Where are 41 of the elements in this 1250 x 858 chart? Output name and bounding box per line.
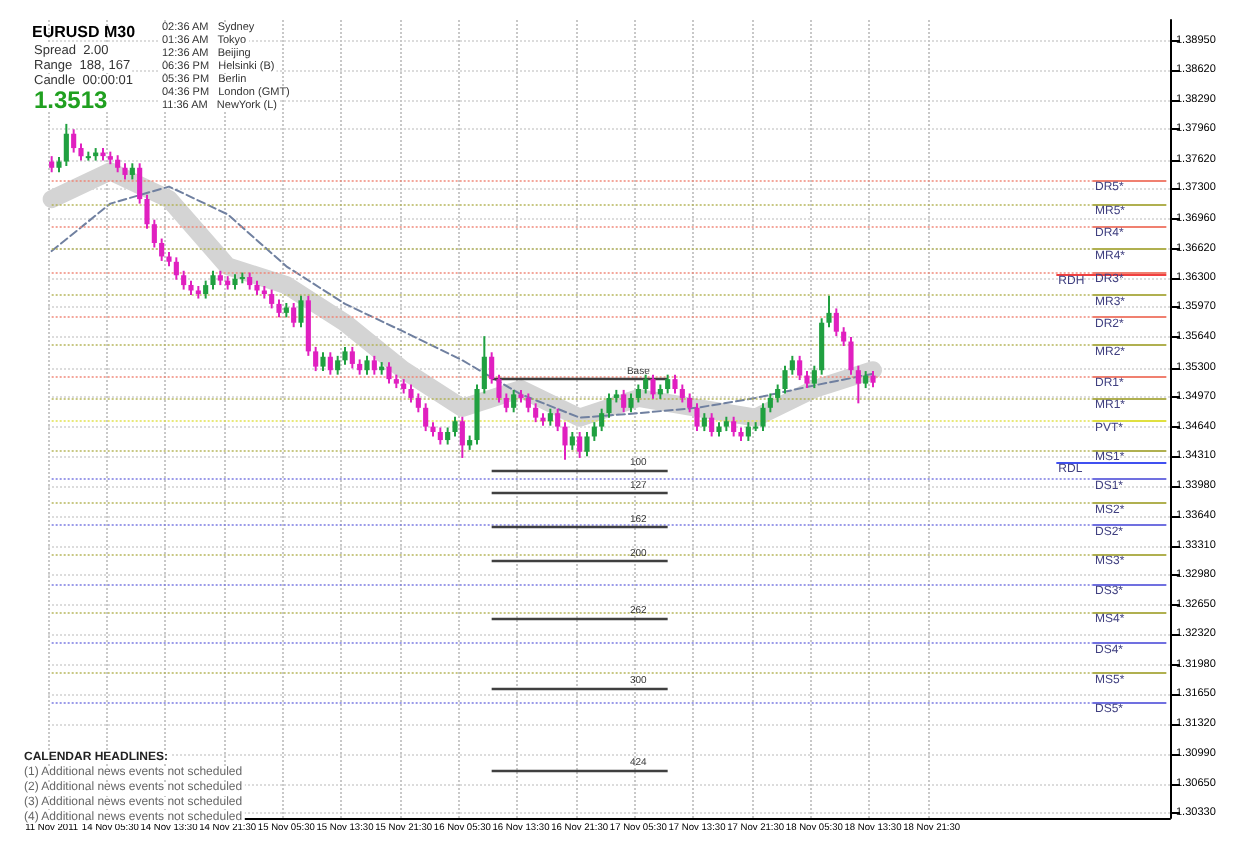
candlestick	[665, 373, 671, 395]
candlestick	[819, 317, 825, 376]
candlestick	[371, 354, 377, 376]
candlestick	[533, 402, 539, 424]
annotation: 1.3513	[34, 86, 109, 114]
candlestick	[320, 351, 326, 373]
candlestick	[577, 430, 583, 459]
candlestick	[511, 388, 517, 414]
candlestick	[415, 392, 421, 414]
candlestick	[628, 392, 634, 414]
candlestick	[269, 288, 275, 310]
candlestick	[349, 345, 355, 370]
candlestick	[335, 354, 341, 376]
candlestick	[782, 364, 788, 395]
candlestick	[313, 345, 319, 373]
candlestick	[63, 122, 69, 167]
chart-title: EURUSD M30	[32, 23, 137, 41]
candlestick	[386, 361, 392, 385]
candlestick	[159, 237, 165, 262]
candlestick	[621, 388, 627, 414]
candlestick	[364, 354, 370, 376]
candlestick	[709, 412, 715, 438]
candlestick	[650, 373, 656, 400]
candlestick	[210, 269, 216, 291]
candlestick	[452, 415, 458, 438]
candlestick	[181, 269, 187, 291]
candlestick	[71, 128, 77, 154]
candlestick	[584, 430, 590, 458]
candlestick	[833, 307, 839, 338]
candlestick	[291, 302, 297, 329]
candlestick	[811, 364, 817, 390]
candlestick	[423, 402, 429, 433]
candlestick	[298, 294, 304, 329]
candlestick	[797, 354, 803, 382]
candlestick	[173, 256, 179, 281]
candlestick	[525, 392, 531, 414]
candlestick	[672, 373, 678, 395]
candlestick	[459, 415, 465, 459]
candlestick	[327, 351, 333, 376]
candlestick	[731, 415, 737, 438]
candlestick	[643, 373, 649, 395]
